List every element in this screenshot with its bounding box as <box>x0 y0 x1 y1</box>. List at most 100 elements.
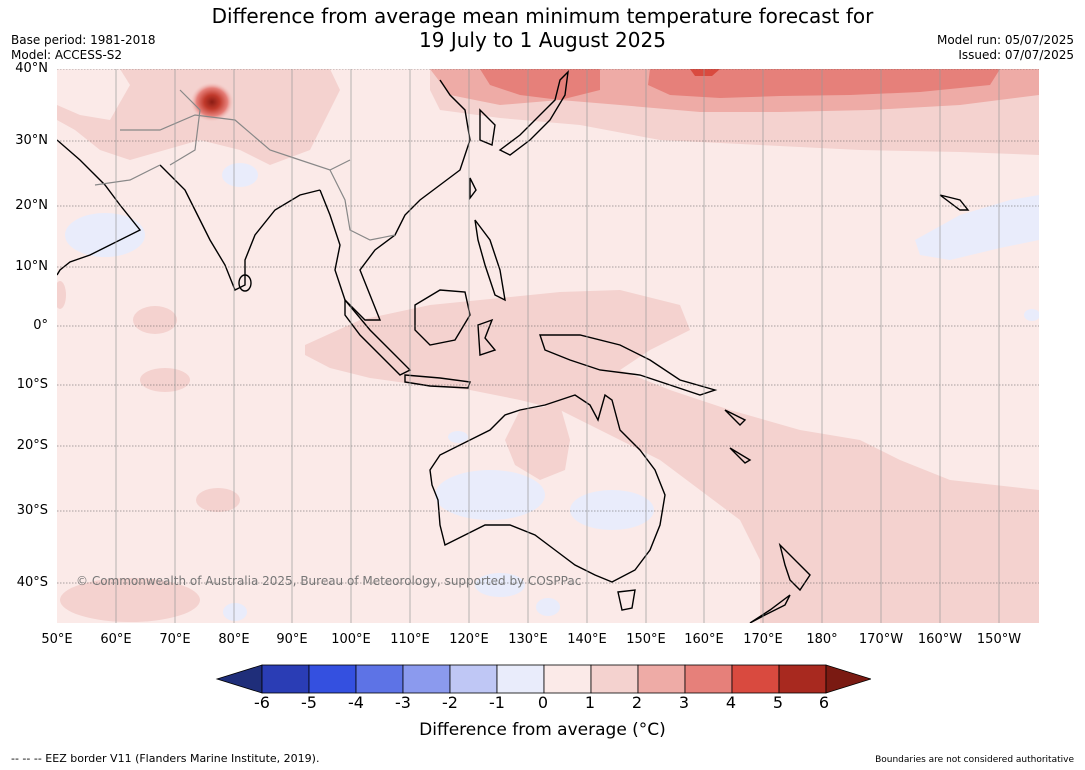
colorbar-label: Difference from average (°C) <box>419 720 666 740</box>
anomaly-patch-west <box>57 281 66 309</box>
anomaly-region-maritime-continent <box>305 290 1039 623</box>
anomaly-negative-bight <box>475 573 525 597</box>
lon-label-150w: 150°W <box>976 632 1022 647</box>
lon-label-110e: 110°E <box>390 632 430 647</box>
boundaries-disclaimer: Boundaries are not considered authoritat… <box>875 755 1074 765</box>
colorbar-extend-low <box>215 664 263 694</box>
lon-label-170w: 170°W <box>858 632 904 647</box>
lon-label-170e: 170°E <box>743 632 783 647</box>
coast-new-zealand-south <box>749 594 791 623</box>
lon-label-50e: 50°E <box>41 632 73 647</box>
lat-label-40s: 40°S <box>16 575 48 590</box>
colorbar-cell <box>402 664 451 694</box>
anomaly-hotspot-karakoram <box>190 82 234 122</box>
anomaly-negative-timor <box>448 431 468 443</box>
lon-label-160w: 160°W <box>917 632 963 647</box>
colorbar-cell <box>590 664 639 694</box>
title-line-2: 19 July to 1 August 2025 <box>419 28 666 52</box>
coast-sri-lanka <box>238 274 252 292</box>
colorbar-tick: 4 <box>725 693 737 712</box>
base-period-text: Base period: 1981-2018 <box>11 33 156 47</box>
lon-label-130e: 130°E <box>508 632 548 647</box>
lon-label-80e: 80°E <box>218 632 250 647</box>
lon-label-140e: 140°E <box>567 632 607 647</box>
colorbar-tick: 6 <box>818 693 830 712</box>
lon-label-180: 180° <box>806 632 838 647</box>
coast-borneo <box>414 289 471 346</box>
country-borders <box>94 89 396 241</box>
colorbar-cell <box>778 664 827 694</box>
lon-label-90e: 90°E <box>276 632 308 647</box>
anomaly-negative-east-australia <box>570 490 654 530</box>
coast-korea <box>479 108 496 146</box>
coast-solomons <box>724 409 747 426</box>
colorbar-cell <box>731 664 780 694</box>
border-south-asia <box>120 114 351 171</box>
colorbar-cell <box>449 664 498 694</box>
colorbar-tick: -1 <box>489 693 505 712</box>
anomaly-patch-indian-ocean-2 <box>140 368 190 392</box>
coast-new-caledonia <box>729 447 752 464</box>
map-field <box>57 69 1039 623</box>
lon-label-100e: 100°E <box>331 632 371 647</box>
colorbar-tick: -6 <box>254 693 270 712</box>
anomaly-patch-southern-ocean <box>60 578 200 622</box>
coast-japan <box>498 70 569 156</box>
meta-left: Base period: 1981-2018 Model: ACCESS-S2 <box>11 33 156 63</box>
anomaly-negative-arabian-sea <box>65 213 145 257</box>
copyright-notice: © Commonwealth of Australia 2025, Bureau… <box>76 574 582 588</box>
eez-legend: -- -- -- EEZ border V11 (Flanders Marine… <box>11 752 320 765</box>
title-line-1: Difference from average mean minimum tem… <box>211 4 874 28</box>
coast-new-guinea <box>539 334 718 396</box>
lon-label-60e: 60°E <box>100 632 132 647</box>
coast-sumatra <box>344 298 412 376</box>
anomaly-negative-central-pacific <box>915 195 1039 260</box>
colorbar-cell <box>637 664 686 694</box>
anomaly-negative-south <box>223 603 247 621</box>
anomaly-region-west-asia <box>57 69 130 120</box>
colorbar-tick: -4 <box>348 693 364 712</box>
colorbar-tick: 2 <box>631 693 643 712</box>
meridians <box>115 69 1000 623</box>
coast-philippines <box>474 219 506 302</box>
lat-label-20n: 20°N <box>15 198 48 213</box>
anomaly-negative-bass <box>536 598 560 616</box>
meta-right: Model run: 05/07/2025 Issued: 07/07/2025 <box>937 33 1074 63</box>
colorbar-tick: -3 <box>395 693 411 712</box>
anomaly-negative-west-australia <box>435 470 545 520</box>
coast-new-zealand-north <box>778 542 811 592</box>
issued-text: Issued: 07/07/2025 <box>958 48 1074 62</box>
anomaly-region-nw-australia <box>505 405 570 480</box>
colorbar-cell <box>308 664 357 694</box>
model-text: Model: ACCESS-S2 <box>11 48 123 62</box>
lon-label-150e: 150°E <box>626 632 666 647</box>
colorbar-tick: -5 <box>301 693 317 712</box>
colorbar <box>215 664 871 694</box>
lat-label-0: 0° <box>33 318 48 333</box>
colorbar-tick: 1 <box>584 693 596 712</box>
lat-label-10s: 10°S <box>16 377 48 392</box>
border-indochina <box>329 169 396 241</box>
colorbar-cell <box>261 664 310 694</box>
coast-taiwan <box>469 177 477 201</box>
anomaly-region-north-pacific-4 <box>690 69 720 76</box>
lat-label-30s: 30°S <box>16 503 48 518</box>
colorbar-tick: 5 <box>772 693 784 712</box>
colorbar-tick: -2 <box>442 693 458 712</box>
coast-sulawesi <box>477 318 497 356</box>
colorbar-cell <box>496 664 545 694</box>
lat-label-40n: 40°N <box>15 61 48 76</box>
coast-tasmania <box>617 589 636 611</box>
lon-label-160e: 160°E <box>684 632 724 647</box>
border-arabia <box>94 164 161 186</box>
anomaly-patch-indian-ocean-3 <box>196 488 240 512</box>
colorbar-cells <box>215 664 871 694</box>
model-run-text: Model run: 05/07/2025 <box>936 33 1074 47</box>
anomaly-negative-east <box>1024 309 1039 321</box>
colorbar-cell <box>355 664 404 694</box>
chart-title: Difference from average mean minimum tem… <box>0 4 1085 52</box>
anomaly-region-north-pacific-3 <box>648 69 1000 98</box>
colorbar-tick: 0 <box>537 693 549 712</box>
lon-label-70e: 70°E <box>159 632 191 647</box>
